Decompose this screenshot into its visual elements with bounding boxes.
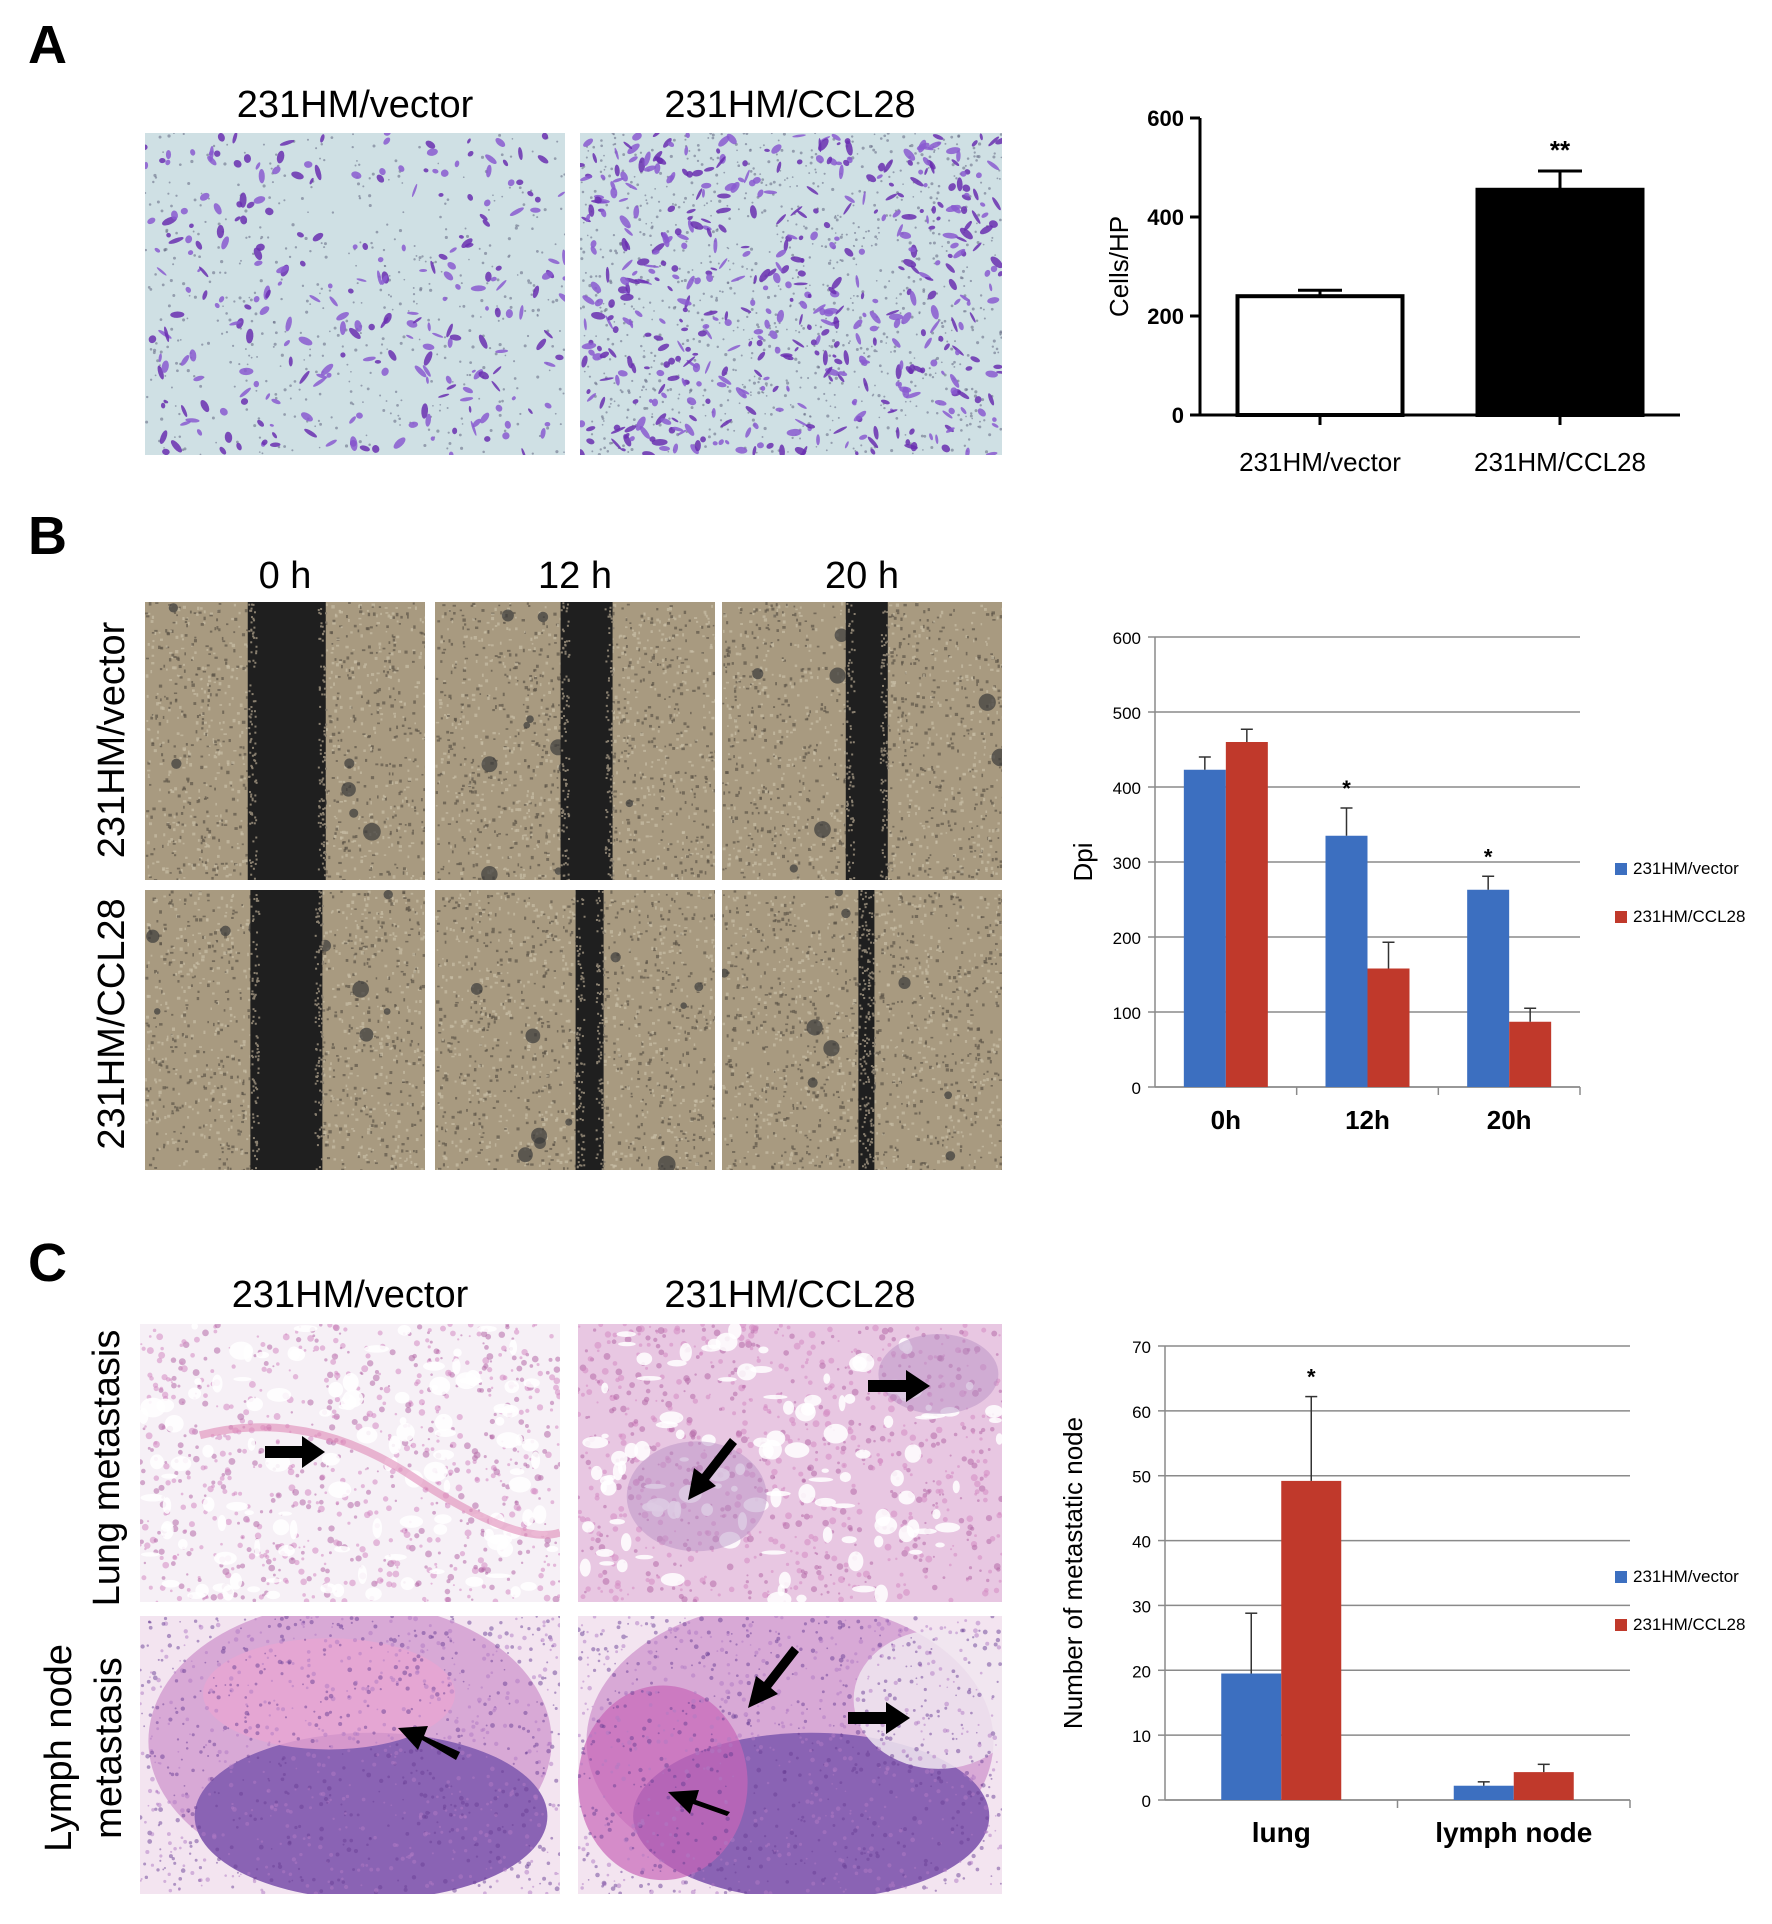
legend-swatch [1615, 1619, 1627, 1631]
y-tick-label: 30 [1132, 1597, 1151, 1616]
y-tick-label: 400 [1113, 779, 1141, 798]
arrow-icon [688, 1438, 737, 1500]
scratch-image-ccl28-0h [145, 890, 425, 1170]
legend-label: 231HM/CCL28 [1633, 1615, 1745, 1634]
histology-lung-ccl28 [578, 1324, 1002, 1602]
chart-b: 0 100 200 300 400 500 600 Dpi 0h 12h 20h * * 231HM/ve… [1040, 620, 1760, 1140]
panel-b-row-label-ccl28: 231HM/CCL28 [91, 898, 133, 1150]
panel-c-caption-ccl28: 231HM/CCL28 [664, 1274, 916, 1316]
y-tick-label: 20 [1132, 1662, 1151, 1681]
bar [1509, 1021, 1552, 1087]
panel-b-row-label-vector: 231HM/vector [91, 621, 133, 859]
x-tick-label: lung [1252, 1817, 1311, 1848]
y-tick-label: 500 [1113, 704, 1141, 723]
bar [1453, 1785, 1514, 1800]
bar [1467, 889, 1510, 1087]
bar [1281, 1480, 1342, 1800]
bar [1221, 1673, 1282, 1800]
y-tick-label: 400 [1147, 205, 1184, 230]
legend-label: 231HM/vector [1633, 1567, 1739, 1586]
x-tick-label: 231HM/CCL28 [1474, 447, 1646, 477]
bar [1475, 187, 1645, 418]
legend-swatch [1615, 1571, 1627, 1583]
y-tick-label: 10 [1132, 1727, 1151, 1746]
significance-annotation: ** [1550, 135, 1571, 165]
arrow-icon [868, 1370, 930, 1402]
x-tick-label: lymph node [1435, 1817, 1592, 1848]
panel-b-caption-12h: 12 h [538, 555, 612, 597]
significance-annotation: * [1307, 1365, 1316, 1390]
significance-annotation: * [1484, 844, 1493, 869]
y-axis-label: Number of metastatic node [1058, 1417, 1088, 1729]
panel-b-letter: B [28, 506, 67, 566]
scratch-image-ccl28-20h [722, 890, 1002, 1170]
x-tick-label: 0h [1211, 1105, 1241, 1135]
y-tick-label: 300 [1113, 854, 1141, 873]
y-tick-label: 200 [1147, 304, 1184, 329]
bar [1235, 294, 1405, 417]
legend-swatch [1615, 911, 1627, 923]
x-tick-label: 12h [1345, 1105, 1390, 1135]
x-tick-label: 20h [1487, 1105, 1532, 1135]
legend-swatch [1615, 863, 1627, 875]
y-tick-label: 0 [1142, 1792, 1151, 1811]
y-tick-label: 0 [1132, 1079, 1141, 1098]
transwell-image-vector [145, 133, 565, 455]
panel-a-caption-ccl28: 231HM/CCL28 [664, 84, 916, 126]
panel-b-caption-0h: 0 h [258, 555, 312, 597]
x-tick-label: 231HM/vector [1239, 447, 1401, 477]
histology-lymph-node-ccl28 [578, 1616, 1002, 1894]
chart-c: 0 10 20 30 40 50 60 70 Number of metastatic node… [1040, 1320, 1760, 1870]
arrow-icon [748, 1646, 799, 1708]
y-tick-label: 0 [1172, 403, 1184, 428]
legend-label: 231HM/vector [1633, 859, 1739, 878]
arrow-icon [398, 1726, 460, 1760]
transwell-image-ccl28 [580, 133, 1002, 455]
bar [1367, 968, 1410, 1087]
y-tick-label: 200 [1113, 929, 1141, 948]
panel-c-row-label-lung: Lung metastasis [86, 1329, 128, 1607]
scratch-image-vector-12h [435, 602, 715, 880]
panel-c-row-label-lymph-node: Lymph node [38, 1644, 80, 1852]
scratch-image-vector-20h [722, 602, 1002, 880]
y-tick-label: 600 [1147, 106, 1184, 131]
panel-b-caption-20h: 20 h [825, 555, 899, 597]
bar [1225, 742, 1268, 1087]
panel-c-letter: C [28, 1233, 67, 1293]
legend-label: 231HM/CCL28 [1633, 907, 1745, 926]
arrow-icon [265, 1436, 325, 1468]
y-tick-label: 50 [1132, 1468, 1151, 1487]
y-axis-label: Cells/HP [1104, 216, 1134, 317]
bar [1513, 1772, 1574, 1800]
arrow-icon [848, 1702, 910, 1734]
panel-c-caption-vector: 231HM/vector [231, 1274, 469, 1316]
y-axis-label: Dpi [1068, 842, 1098, 881]
panel-a-caption-vector: 231HM/vector [236, 84, 474, 126]
chart-a: 0 200 400 600 Cells/HP 231HM/vector 231HM/CCL2… [1090, 100, 1710, 480]
panel-c-row-label-metastasis: metastasis [88, 1657, 130, 1839]
histology-lung-vector [140, 1324, 560, 1602]
panel-a-letter: A [28, 15, 67, 75]
y-tick-label: 100 [1113, 1004, 1141, 1023]
arrow-icon [668, 1790, 730, 1816]
y-tick-label: 600 [1113, 629, 1141, 648]
histology-lymph-node-vector [140, 1616, 560, 1894]
scratch-image-ccl28-12h [435, 890, 715, 1170]
y-tick-label: 70 [1132, 1338, 1151, 1357]
significance-annotation: * [1342, 776, 1351, 801]
y-tick-label: 60 [1132, 1403, 1151, 1422]
bar [1183, 769, 1226, 1087]
bar [1325, 835, 1368, 1087]
scratch-image-vector-0h [145, 602, 425, 880]
y-tick-label: 40 [1132, 1533, 1151, 1552]
